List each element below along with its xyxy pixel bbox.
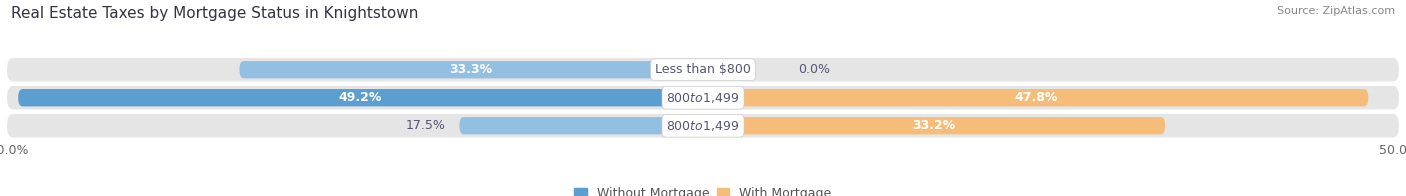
Text: Real Estate Taxes by Mortgage Status in Knightstown: Real Estate Taxes by Mortgage Status in … (11, 6, 419, 21)
Text: 33.2%: 33.2% (912, 119, 956, 132)
Text: Source: ZipAtlas.com: Source: ZipAtlas.com (1277, 6, 1395, 16)
Text: 0.0%: 0.0% (799, 63, 831, 76)
Text: 49.2%: 49.2% (339, 91, 382, 104)
Text: Less than $800: Less than $800 (655, 63, 751, 76)
Text: $800 to $1,499: $800 to $1,499 (666, 119, 740, 133)
Text: 17.5%: 17.5% (405, 119, 446, 132)
Text: 47.8%: 47.8% (1014, 91, 1057, 104)
FancyBboxPatch shape (7, 58, 1399, 82)
Text: $800 to $1,499: $800 to $1,499 (666, 91, 740, 105)
FancyBboxPatch shape (703, 89, 1368, 106)
FancyBboxPatch shape (703, 117, 1166, 134)
FancyBboxPatch shape (18, 89, 703, 106)
FancyBboxPatch shape (460, 117, 703, 134)
FancyBboxPatch shape (7, 86, 1399, 110)
FancyBboxPatch shape (239, 61, 703, 78)
Text: 33.3%: 33.3% (450, 63, 494, 76)
FancyBboxPatch shape (7, 114, 1399, 137)
Legend: Without Mortgage, With Mortgage: Without Mortgage, With Mortgage (569, 182, 837, 196)
